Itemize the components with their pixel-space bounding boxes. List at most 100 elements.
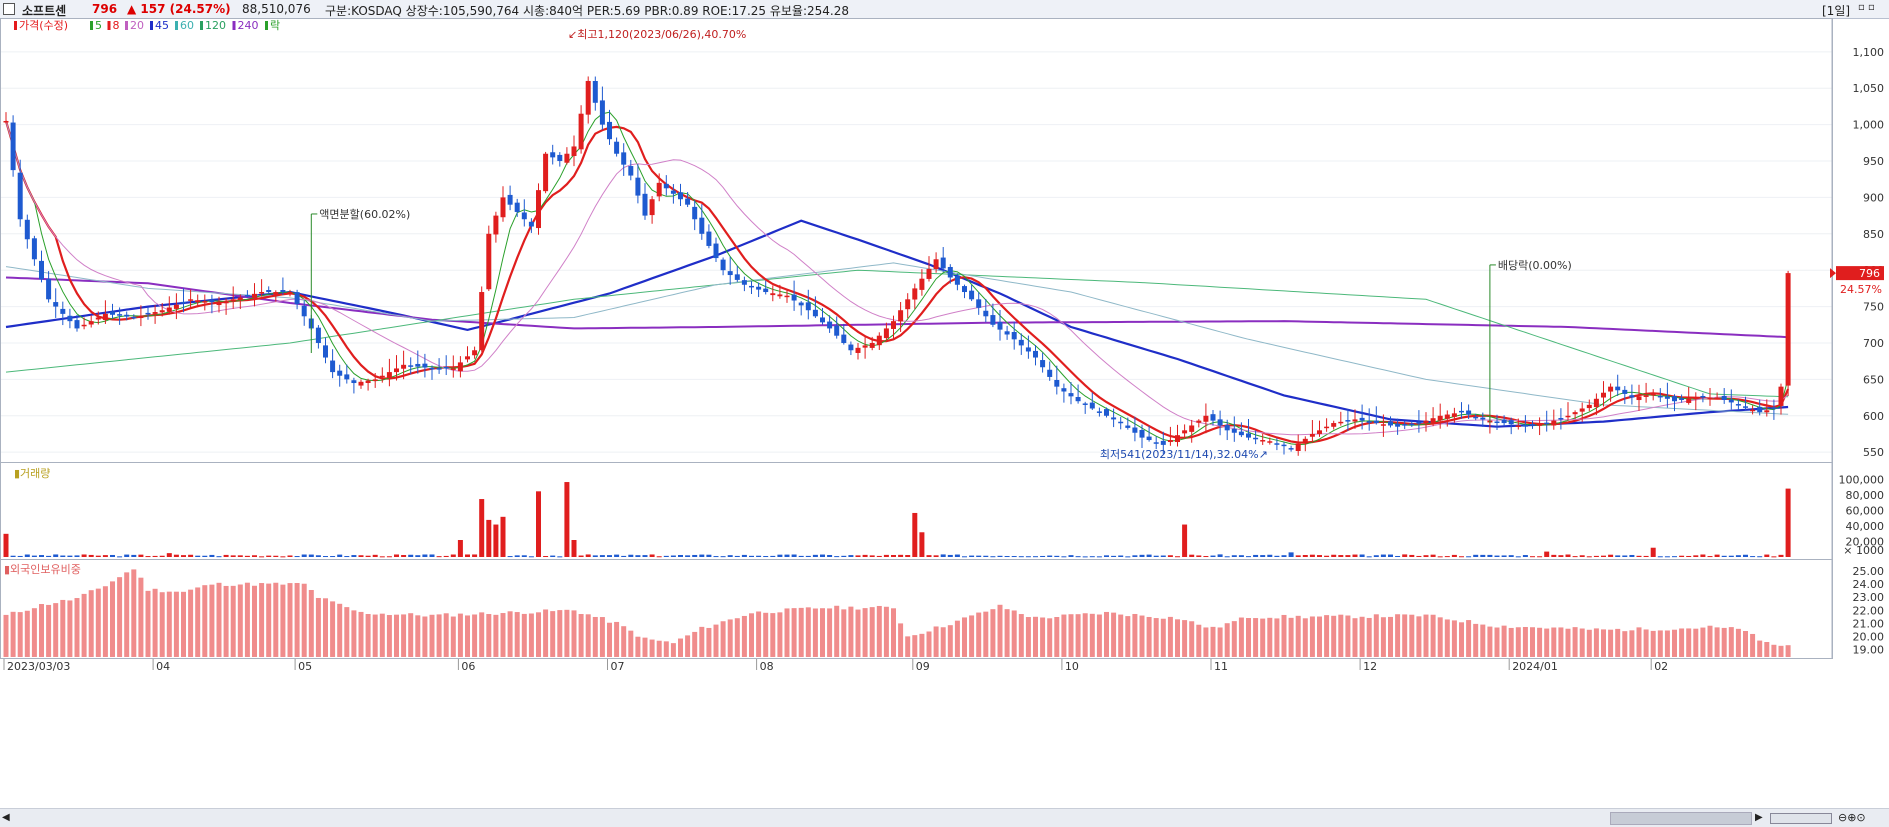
foreign-holding-bar xyxy=(1288,617,1294,657)
price-tick-label: 600 xyxy=(1863,410,1884,423)
candle-body xyxy=(1104,409,1109,416)
candle-body xyxy=(252,293,257,298)
foreign-holding-bar xyxy=(1366,617,1372,657)
candle-body xyxy=(1309,433,1315,437)
candle-body xyxy=(1210,414,1216,421)
period-selector[interactable]: [1일] xyxy=(1822,4,1851,18)
legend-label: 락 xyxy=(270,19,280,32)
candle-body xyxy=(237,297,243,300)
foreign-holding-bar xyxy=(195,587,201,657)
scroll-thumb[interactable] xyxy=(1610,812,1752,825)
foreign-holding-bar xyxy=(1253,618,1259,657)
candle-body xyxy=(1118,421,1124,424)
window-buttons[interactable]: ▫ ▫ xyxy=(1858,2,1875,13)
volume-bar xyxy=(1700,554,1706,557)
foreign-holding-bar xyxy=(74,598,80,657)
volume-bar xyxy=(1267,554,1273,557)
foreign-holding-bar xyxy=(301,583,307,657)
volume-bar xyxy=(88,554,94,557)
volume-bar xyxy=(472,554,478,557)
candle-body xyxy=(685,198,691,205)
foreign-holding-bar xyxy=(1700,627,1706,657)
volume-bar xyxy=(1025,556,1031,558)
volume-bar xyxy=(1473,554,1479,557)
volume-bar xyxy=(216,556,222,558)
volume-bar xyxy=(1636,555,1642,557)
candle-body xyxy=(415,363,421,367)
candle-body xyxy=(1423,420,1429,424)
candle-body xyxy=(1040,360,1046,368)
zoom-buttons[interactable]: ⊖⊕⊙ xyxy=(1838,811,1866,824)
foreign-holding-bar xyxy=(869,607,875,657)
volume-bar xyxy=(1757,556,1763,558)
volume-tick-label: 80,000 xyxy=(1846,489,1885,502)
foreign-holding-bar xyxy=(1160,618,1166,657)
candle-body xyxy=(1288,448,1294,450)
stock-info: 구분:KOSDAQ 상장수:105,590,764 시총:840억 PER:5.… xyxy=(325,4,849,18)
panel-frame xyxy=(0,18,1833,463)
candle-body xyxy=(976,299,982,308)
price-change: ▲ 157 (24.57%) xyxy=(127,2,231,16)
volume-bar xyxy=(244,555,250,557)
foreign-holding-bar xyxy=(933,626,939,657)
foreign-holding-bar xyxy=(1544,628,1550,657)
foreign-holding-bar xyxy=(294,583,300,657)
volume-bar xyxy=(102,555,108,557)
scroll-left-arrow[interactable]: ◀ xyxy=(2,812,10,823)
candle-body xyxy=(386,372,392,379)
horizontal-scrollbar[interactable]: ◀ ▶ ⊖⊕⊙ xyxy=(0,808,1889,827)
volume-bar xyxy=(1210,555,1216,557)
foreign-holding-bar xyxy=(1423,614,1429,657)
candle-body xyxy=(1246,433,1251,438)
foreign-holding-bar xyxy=(1785,645,1791,657)
settings-checkbox[interactable] xyxy=(3,3,15,15)
volume-bar xyxy=(209,554,215,557)
volume-bar xyxy=(528,556,534,558)
volume-bar xyxy=(841,555,847,557)
volume-bar xyxy=(1771,556,1777,558)
volume-bar xyxy=(1459,556,1464,558)
candle-body xyxy=(926,268,932,279)
foreign-holding-bar xyxy=(1373,614,1379,657)
volume-bar xyxy=(1522,555,1528,557)
stock-name[interactable]: 소프트센 xyxy=(22,4,67,18)
foreign-holding-bar xyxy=(1175,619,1180,657)
foreign-holding-bar xyxy=(1558,627,1564,657)
candle-body xyxy=(869,342,875,348)
candle-body xyxy=(720,259,726,271)
candle-body xyxy=(997,321,1003,330)
candle-body xyxy=(969,290,975,300)
volume-bar xyxy=(983,555,989,557)
candle-body xyxy=(17,172,23,220)
foreign-holding-bar xyxy=(1565,628,1571,657)
foreign-holding-bar xyxy=(720,621,726,657)
foreign-holding-bar xyxy=(230,585,236,657)
volume-bar xyxy=(1047,555,1053,557)
volume-bar xyxy=(1146,554,1152,557)
volume-bar xyxy=(1274,555,1280,557)
volume-bar xyxy=(138,554,144,557)
zoom-slider[interactable] xyxy=(1770,813,1832,824)
volume-bar xyxy=(734,555,740,557)
candle-body xyxy=(571,146,577,157)
foreign-holding-bar xyxy=(1281,614,1287,657)
foreign-holding-bar xyxy=(1295,615,1301,657)
volume-bar xyxy=(1743,554,1748,557)
candle-body xyxy=(1082,403,1088,405)
volume-bar xyxy=(74,555,80,557)
candle-body xyxy=(812,309,818,317)
candle-body xyxy=(273,292,279,295)
volume-bar xyxy=(500,516,506,557)
scroll-right-arrow[interactable]: ▶ xyxy=(1755,812,1763,823)
low-annotation: 최저541(2023/11/14),32.04%↗ xyxy=(1100,448,1268,461)
candle-body xyxy=(1444,414,1450,419)
volume-bars xyxy=(3,482,1791,558)
foreign-holding-bar xyxy=(88,590,94,657)
volume-bar xyxy=(1430,554,1436,557)
volume-bar xyxy=(940,554,946,557)
candle-body xyxy=(1217,419,1223,426)
candle-body xyxy=(734,274,740,280)
foreign-holding-bar xyxy=(1664,630,1670,657)
volume-bar xyxy=(351,555,357,557)
stock-chart[interactable]: ↙최고1,120(2023/06/26),40.70% 액면분할(60.02%) 최… xyxy=(0,18,1889,808)
